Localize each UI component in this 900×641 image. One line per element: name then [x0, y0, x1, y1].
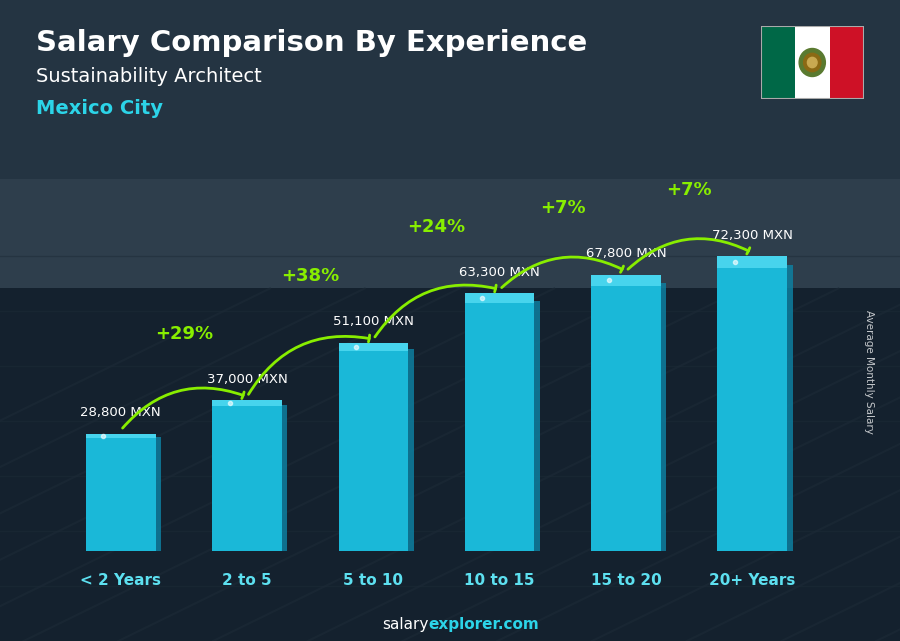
- Bar: [760, 26, 795, 99]
- Bar: [0, 0, 900, 179]
- Text: 67,800 MXN: 67,800 MXN: [586, 247, 666, 260]
- Text: +7%: +7%: [666, 181, 712, 199]
- Text: salary: salary: [382, 617, 428, 633]
- Text: 28,800 MXN: 28,800 MXN: [80, 406, 161, 419]
- Text: 2 to 5: 2 to 5: [222, 573, 272, 588]
- FancyBboxPatch shape: [717, 256, 787, 551]
- Circle shape: [799, 49, 825, 76]
- Text: < 2 Years: < 2 Years: [80, 573, 161, 588]
- Text: 51,100 MXN: 51,100 MXN: [333, 315, 414, 328]
- FancyBboxPatch shape: [338, 343, 408, 351]
- Circle shape: [804, 53, 821, 72]
- Bar: [830, 26, 864, 99]
- FancyBboxPatch shape: [156, 437, 161, 551]
- FancyBboxPatch shape: [717, 256, 787, 268]
- FancyBboxPatch shape: [86, 434, 156, 551]
- FancyBboxPatch shape: [212, 401, 282, 551]
- Text: Sustainability Architect: Sustainability Architect: [36, 67, 262, 87]
- Text: +38%: +38%: [281, 267, 339, 285]
- Text: 72,300 MXN: 72,300 MXN: [712, 229, 793, 242]
- FancyBboxPatch shape: [212, 401, 282, 406]
- FancyBboxPatch shape: [591, 275, 661, 286]
- Text: 20+ Years: 20+ Years: [709, 573, 796, 588]
- FancyBboxPatch shape: [86, 434, 156, 438]
- Text: explorer.com: explorer.com: [428, 617, 539, 633]
- Bar: [0, 0, 900, 288]
- Text: +29%: +29%: [155, 325, 213, 343]
- FancyBboxPatch shape: [465, 293, 535, 551]
- FancyBboxPatch shape: [661, 283, 666, 551]
- Text: 15 to 20: 15 to 20: [590, 573, 662, 588]
- Circle shape: [807, 57, 817, 68]
- Text: 10 to 15: 10 to 15: [464, 573, 535, 588]
- Text: Mexico City: Mexico City: [36, 99, 163, 119]
- Text: 5 to 10: 5 to 10: [344, 573, 403, 588]
- Text: Average Monthly Salary: Average Monthly Salary: [863, 310, 874, 434]
- Text: 37,000 MXN: 37,000 MXN: [207, 373, 287, 386]
- Text: +24%: +24%: [408, 218, 465, 236]
- FancyBboxPatch shape: [282, 405, 287, 551]
- FancyBboxPatch shape: [465, 293, 535, 303]
- FancyBboxPatch shape: [787, 265, 793, 551]
- Bar: [795, 26, 830, 99]
- FancyBboxPatch shape: [591, 275, 661, 551]
- FancyBboxPatch shape: [408, 349, 414, 551]
- FancyBboxPatch shape: [535, 301, 540, 551]
- Bar: [0, 288, 900, 641]
- FancyBboxPatch shape: [338, 343, 408, 551]
- Text: 63,300 MXN: 63,300 MXN: [459, 266, 540, 279]
- Text: +7%: +7%: [540, 199, 586, 217]
- Text: Salary Comparison By Experience: Salary Comparison By Experience: [36, 29, 587, 57]
